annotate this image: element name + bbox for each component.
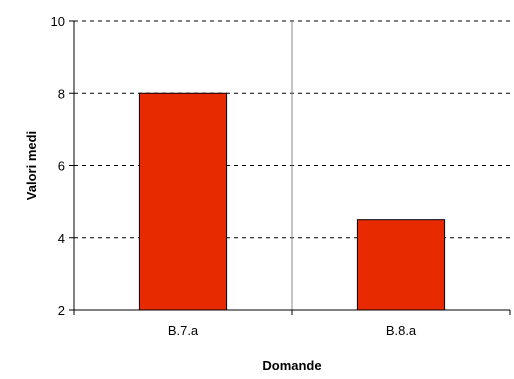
bar-b-7-a bbox=[138, 92, 228, 311]
bar-b-8-a bbox=[356, 219, 446, 311]
y-tick-labels: 2 4 6 8 10 bbox=[51, 14, 65, 318]
y-tick-label: 6 bbox=[58, 159, 65, 174]
x-tick-label: B.8.a bbox=[386, 323, 417, 338]
x-axis-title: Domande bbox=[262, 358, 321, 373]
y-axis-title: Valori medi bbox=[24, 131, 39, 200]
axes bbox=[69, 20, 511, 315]
bars bbox=[138, 92, 446, 311]
y-tick-label: 10 bbox=[51, 14, 65, 29]
y-tick-label: 8 bbox=[58, 86, 65, 101]
x-tick-labels: B.7.a B.8.a bbox=[168, 323, 417, 338]
y-tick-label: 4 bbox=[58, 231, 65, 246]
y-tick-label: 2 bbox=[58, 303, 65, 318]
x-tick-label: B.7.a bbox=[168, 323, 199, 338]
